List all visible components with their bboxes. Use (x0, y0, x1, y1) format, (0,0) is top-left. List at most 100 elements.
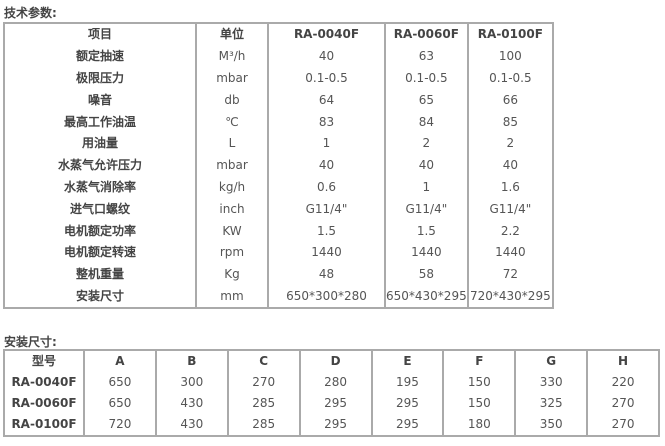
table-cell: inch (195, 198, 268, 221)
header-cell: 单位 (195, 23, 268, 46)
table-cell: 噪音 (3, 89, 196, 112)
table-cell: db (195, 89, 268, 112)
table-cell: 84 (384, 111, 468, 133)
table-cell: 270 (586, 414, 659, 436)
table-cell: 额定抽速 (3, 45, 196, 68)
table-cell: 180 (442, 414, 516, 436)
table-cell: mbar (195, 67, 268, 90)
header-cell: A (83, 350, 156, 372)
table-cell: 2 (466, 132, 553, 155)
table-row: RA-0060F 650 430 285 295 295 150 325 270 (3, 393, 659, 414)
header-cell: 项目 (3, 23, 196, 46)
table-row: 噪音 db 64 65 66 (3, 89, 553, 112)
table-cell: 650*300*280 (267, 285, 385, 309)
table-row: 极限压力 mbar 0.1-0.5 0.1-0.5 0.1-0.5 (3, 67, 553, 90)
table-cell: 720 (83, 414, 156, 436)
header-row: 项目 单位 RA-0040F RA-0060F RA-0100F (3, 23, 553, 46)
table-cell: RA-0060F (3, 393, 84, 414)
table-cell: 1.6 (466, 176, 553, 199)
header-cell: RA-0100F (466, 23, 553, 46)
table-cell: 270 (586, 393, 659, 414)
table-row: 电机额定功率 KW 1.5 1.5 2.2 (3, 220, 553, 242)
table-cell: 1440 (466, 241, 553, 264)
table-cell: 83 (267, 111, 385, 133)
table-row: 安装尺寸 mm 650*300*280 650*430*295 720*430*295 (3, 285, 553, 309)
header-cell: 型号 (3, 350, 84, 372)
table-cell: 40 (466, 154, 553, 177)
table-cell: L (195, 132, 268, 155)
table-cell: 295 (298, 393, 372, 414)
table-cell: 285 (226, 393, 300, 414)
table-cell: 电机额定转速 (3, 241, 196, 264)
table-cell: 1440 (384, 241, 468, 264)
table-cell: ℃ (195, 111, 268, 133)
header-cell: RA-0060F (384, 23, 468, 46)
table-cell: 水蒸气消除率 (3, 176, 196, 199)
table-cell: G11/4" (267, 198, 385, 221)
table-cell: 1.5 (384, 220, 468, 242)
table-row: 水蒸气允许压力 mbar 40 40 40 (3, 154, 553, 177)
table-cell: 0.1-0.5 (466, 67, 553, 90)
table-cell: 0.6 (267, 176, 385, 199)
table-row: 最高工作油温 ℃ 83 84 85 (3, 111, 553, 133)
table-cell: Kg (195, 263, 268, 286)
table-row: 额定抽速 M³/h 40 63 100 (3, 45, 553, 68)
table-cell: 66 (466, 89, 553, 112)
table-cell: 720*430*295 (466, 285, 553, 309)
table-cell: 150 (442, 372, 516, 393)
table-cell: 285 (226, 414, 300, 436)
table-cell: G11/4" (384, 198, 468, 221)
table-cell: 350 (514, 414, 588, 436)
table-cell: 270 (226, 372, 300, 393)
spec-table: 项目 单位 RA-0040F RA-0060F RA-0100F 额定抽速 M³/h 40 63… (3, 22, 554, 310)
table-cell: 0.1-0.5 (267, 67, 385, 90)
header-cell: D (298, 350, 372, 372)
table-cell: 650*430*295 (384, 285, 468, 309)
table-cell: RA-0100F (3, 414, 84, 436)
table-cell: 64 (267, 89, 385, 112)
table-cell: 水蒸气允许压力 (3, 154, 196, 177)
table-cell: 295 (370, 414, 444, 436)
table-cell: rpm (195, 241, 268, 264)
table-cell: 1 (384, 176, 468, 199)
table-cell: 整机重量 (3, 263, 196, 286)
install-table: 型号 A B C D E F G H RA-0040F 650 300 270 280 195 150 330 2… (3, 349, 660, 437)
table-cell: M³/h (195, 45, 268, 68)
table-cell: 极限压力 (3, 67, 196, 90)
table-cell: KW (195, 220, 268, 242)
table-cell: 650 (83, 372, 156, 393)
table-cell: 650 (83, 393, 156, 414)
header-cell: C (226, 350, 300, 372)
table-cell: 最高工作油温 (3, 111, 196, 133)
table-cell: 48 (267, 263, 385, 286)
table-cell: mm (195, 285, 268, 309)
table-row: 整机重量 Kg 48 58 72 (3, 263, 553, 286)
table-cell: 330 (514, 372, 588, 393)
table-cell: 1 (267, 132, 385, 155)
table-cell: 150 (442, 393, 516, 414)
install-title: 安装尺寸: (4, 335, 57, 349)
table-cell: 430 (154, 414, 228, 436)
table-cell: 40 (267, 45, 385, 68)
spec-title: 技术参数: (4, 6, 57, 20)
table-cell: 100 (466, 45, 553, 68)
table-cell: 295 (298, 414, 372, 436)
table-cell: 295 (370, 393, 444, 414)
table-cell: 40 (384, 154, 468, 177)
table-row: 水蒸气消除率 kg/h 0.6 1 1.6 (3, 176, 553, 199)
table-cell: 58 (384, 263, 468, 286)
table-cell: RA-0040F (3, 372, 84, 393)
table-cell: 0.1-0.5 (384, 67, 468, 90)
header-cell: F (442, 350, 516, 372)
table-row: 用油量 L 1 2 2 (3, 132, 553, 155)
table-cell: 63 (384, 45, 468, 68)
table-row: RA-0100F 720 430 285 295 295 180 350 270 (3, 414, 659, 436)
header-cell: G (514, 350, 588, 372)
header-cell: H (586, 350, 659, 372)
table-cell: 2 (384, 132, 468, 155)
table-cell: 40 (267, 154, 385, 177)
table-cell: mbar (195, 154, 268, 177)
table-cell: 280 (298, 372, 372, 393)
table-cell: 195 (370, 372, 444, 393)
table-cell: kg/h (195, 176, 268, 199)
